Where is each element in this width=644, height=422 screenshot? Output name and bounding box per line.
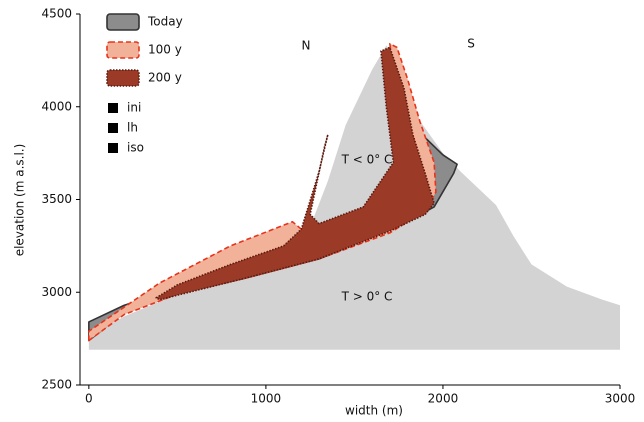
legend-label: iso xyxy=(127,141,144,155)
annotation: N xyxy=(302,39,311,53)
x-tick-label: 3000 xyxy=(605,392,636,406)
legend-swatch xyxy=(106,13,140,31)
legend-label: Today xyxy=(147,15,183,29)
legend-label: ini xyxy=(127,101,141,115)
terrain xyxy=(88,45,620,350)
annotation: T < 0° C xyxy=(341,153,393,167)
legend-swatch xyxy=(108,123,118,133)
x-tick-label: 1000 xyxy=(251,392,282,406)
y-axis-label: elevation (m a.s.l.) xyxy=(13,144,27,257)
y-tick-label: 4000 xyxy=(41,99,72,113)
y-tick-label: 3500 xyxy=(41,192,72,206)
legend-label: 200 y xyxy=(148,71,182,85)
legend-swatch xyxy=(108,143,118,153)
y-tick-label: 2500 xyxy=(41,378,72,392)
x-tick-label: 2000 xyxy=(428,392,459,406)
annotation: S xyxy=(467,37,475,51)
glacier-area xyxy=(155,46,435,301)
x-axis-label: width (m) xyxy=(345,404,403,418)
legend-swatch xyxy=(108,103,118,113)
y-tick-label: 3000 xyxy=(41,285,72,299)
legend-label: lh xyxy=(127,121,138,135)
y-tick-label: 4500 xyxy=(41,7,72,21)
legend-swatch xyxy=(106,69,140,87)
legend-label: 100 y xyxy=(148,43,182,57)
annotation: T > 0° C xyxy=(341,290,393,304)
x-tick-label: 0 xyxy=(85,392,93,406)
legend-swatch xyxy=(106,41,140,59)
